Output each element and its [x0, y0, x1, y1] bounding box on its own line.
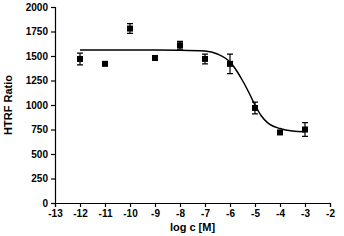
tick-label: -6	[226, 208, 235, 219]
tick-mark	[51, 154, 55, 155]
tick-label: -13	[48, 208, 63, 219]
tick-mark	[51, 80, 55, 81]
tick-label: 0	[42, 198, 48, 209]
tick: 1000	[26, 100, 55, 111]
marker	[277, 129, 283, 135]
error-bar	[202, 54, 208, 64]
tick: 0	[42, 198, 55, 209]
tick-label: -9	[151, 208, 160, 219]
tick-label: 1000	[26, 100, 49, 111]
tick-mark	[255, 203, 256, 207]
tick: 1750	[26, 26, 55, 37]
tick: 1250	[26, 75, 55, 86]
tick-mark	[180, 203, 181, 207]
data-area	[77, 24, 308, 137]
marker	[127, 26, 133, 32]
tick-mark	[51, 56, 55, 57]
tick-label: 1750	[26, 26, 49, 37]
tick: 1500	[26, 51, 55, 62]
tick-label: -11	[99, 208, 113, 219]
tick: -6	[226, 203, 235, 219]
tick-mark	[51, 178, 55, 179]
tick-label: -4	[276, 208, 285, 219]
tick: -12	[73, 203, 88, 219]
tick: -11	[99, 203, 113, 219]
plot: -13 -12 -11 -10 -9 -8 -7 -6 -5 -4 -3 -2 0 250 500 750 10…	[26, 2, 336, 219]
tick: -13	[48, 203, 63, 219]
error-bar	[127, 24, 133, 34]
tick: 2000	[26, 2, 55, 13]
marker	[152, 55, 158, 61]
tick: 250	[31, 173, 55, 184]
tick-label: -10	[123, 208, 138, 219]
fit-curve	[80, 50, 305, 132]
marker	[77, 56, 83, 62]
tick-label: -3	[301, 208, 310, 219]
tick-label: 250	[31, 173, 48, 184]
tick-label: 2000	[26, 2, 49, 13]
tick-label: -12	[73, 208, 88, 219]
tick: -8	[176, 203, 185, 219]
tick-label: 1500	[26, 51, 49, 62]
tick-mark	[80, 203, 81, 207]
tick: -7	[201, 203, 210, 219]
tick-mark	[130, 203, 131, 207]
error-bar	[302, 123, 308, 137]
tick-label: 750	[31, 124, 48, 135]
y-axis-title: HTRF Ratio	[2, 75, 14, 135]
tick-mark	[155, 203, 156, 207]
tick-mark	[280, 203, 281, 207]
tick: -3	[301, 203, 310, 219]
marker	[102, 61, 108, 67]
tick-mark	[330, 203, 331, 207]
tick-mark	[105, 203, 106, 207]
tick: -4	[276, 203, 285, 219]
tick: 750	[31, 124, 55, 135]
tick-mark	[230, 203, 231, 207]
tick: -10	[123, 203, 138, 219]
tick-label: -8	[176, 208, 185, 219]
tick: -5	[251, 203, 260, 219]
marker	[202, 56, 208, 62]
tick-label: -7	[201, 208, 210, 219]
tick-mark	[305, 203, 306, 207]
y-axis: 0 250 500 750 1000 1250 1500 1750 2000	[26, 2, 56, 209]
tick-mark	[51, 31, 55, 32]
axis-line	[51, 8, 56, 204]
tick-label: -2	[326, 208, 335, 219]
tick-mark	[51, 7, 55, 8]
tick-mark	[51, 203, 55, 204]
tick-label: 1250	[26, 75, 49, 86]
tick-mark	[51, 105, 55, 106]
tick: -9	[151, 203, 160, 219]
tick: 500	[31, 149, 55, 160]
error-bar	[177, 41, 183, 49]
tick-label: 500	[31, 149, 48, 160]
error-bars	[77, 24, 308, 137]
tick-mark	[205, 203, 206, 207]
x-axis: -13 -12 -11 -10 -9 -8 -7 -6 -5 -4 -3 -2	[48, 203, 335, 219]
error-bar	[77, 53, 83, 65]
axis-line	[56, 204, 331, 208]
tick: -2	[326, 203, 335, 219]
x-axis-title: log c [M]	[170, 221, 216, 233]
tick-label: -5	[251, 208, 260, 219]
marker	[177, 42, 183, 48]
tick-mark	[51, 129, 55, 130]
chart: -13 -12 -11 -10 -9 -8 -7 -6 -5 -4 -3 -2 0 250 500 750 10…	[0, 0, 344, 236]
